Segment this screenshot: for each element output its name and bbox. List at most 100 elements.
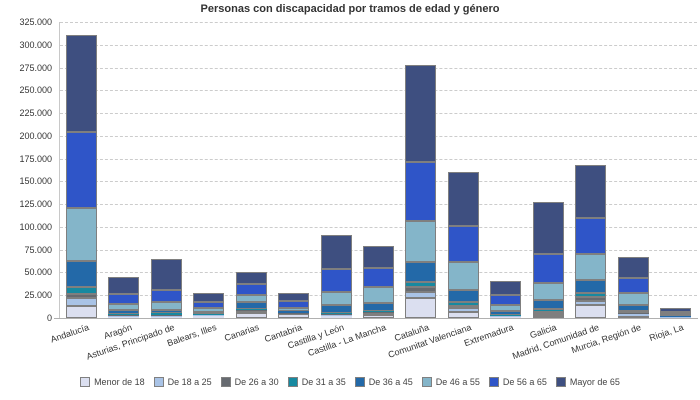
bar-segment[interactable] [447, 305, 479, 309]
bar-segment[interactable] [575, 280, 607, 294]
bar-segment[interactable] [575, 297, 607, 301]
bar-segment[interactable] [235, 283, 267, 295]
legend-item[interactable]: De 36 a 45 [354, 377, 413, 387]
bar-segment[interactable] [108, 315, 140, 317]
bar-segment[interactable] [108, 314, 140, 316]
bar-segment[interactable] [150, 316, 182, 318]
bar-segment[interactable] [193, 311, 225, 314]
bar-segment[interactable] [447, 312, 479, 318]
bar-segment[interactable] [150, 314, 182, 316]
bar-segment[interactable] [278, 308, 310, 311]
bar-segment[interactable] [405, 65, 437, 162]
bar-segment[interactable] [193, 313, 225, 315]
bar-segment[interactable] [405, 161, 437, 221]
bar-segment[interactable] [193, 292, 225, 303]
bar-segment[interactable] [108, 316, 140, 318]
bar-segment[interactable] [532, 283, 564, 301]
bar-segment[interactable] [617, 304, 649, 311]
bar-segment[interactable] [108, 303, 140, 311]
bar-segment[interactable] [617, 310, 649, 313]
bar-segment[interactable] [65, 294, 97, 298]
bar-segment[interactable] [490, 316, 522, 318]
bar-segment[interactable] [320, 268, 352, 293]
bar-segment[interactable] [278, 301, 310, 308]
legend-item[interactable]: De 56 a 65 [488, 377, 547, 387]
bar-segment[interactable] [447, 225, 479, 262]
bar-segment[interactable] [660, 314, 692, 316]
bar-segment[interactable] [363, 267, 394, 287]
bar-segment[interactable] [617, 292, 649, 305]
bar-segment[interactable] [405, 287, 437, 292]
bar-segment[interactable] [405, 261, 437, 283]
bar-segment[interactable] [447, 261, 479, 291]
bar-segment[interactable] [150, 309, 182, 314]
bar-segment[interactable] [660, 307, 692, 312]
bar-segment[interactable] [150, 302, 182, 310]
legend-item[interactable]: De 18 a 25 [153, 377, 212, 387]
bar-segment[interactable] [235, 271, 267, 284]
bar-segment[interactable] [150, 289, 182, 303]
bar-segment[interactable] [320, 316, 352, 318]
bar-segment[interactable] [65, 208, 97, 262]
bar-segment[interactable] [405, 291, 437, 298]
bar-segment[interactable] [108, 293, 140, 304]
bar-segment[interactable] [193, 315, 225, 317]
bar-segment[interactable] [490, 314, 522, 316]
bar-segment[interactable] [65, 287, 97, 295]
bar-segment[interactable] [235, 309, 267, 311]
bar-segment[interactable] [490, 315, 522, 317]
bar-segment[interactable] [150, 315, 182, 317]
bar-segment[interactable] [108, 277, 140, 294]
bar-segment[interactable] [532, 309, 564, 312]
bar-segment[interactable] [65, 35, 97, 133]
bar-segment[interactable] [320, 315, 352, 317]
bar-segment[interactable] [235, 294, 267, 303]
bar-segment[interactable] [193, 314, 225, 316]
bar-segment[interactable] [278, 314, 310, 318]
bar-segment[interactable] [447, 308, 479, 313]
legend-item[interactable]: Menor de 18 [80, 377, 145, 387]
bar-segment[interactable] [447, 290, 479, 302]
bar-segment[interactable] [532, 202, 564, 255]
bar-segment[interactable] [65, 297, 97, 306]
bar-segment[interactable] [150, 313, 182, 315]
bar-segment[interactable] [617, 315, 649, 318]
bar-segment[interactable] [617, 278, 649, 293]
bar-segment[interactable] [447, 301, 479, 306]
bar-segment[interactable] [235, 310, 267, 314]
bar-segment[interactable] [108, 313, 140, 315]
bar-segment[interactable] [235, 308, 267, 310]
bar-segment[interactable] [363, 286, 394, 303]
bar-segment[interactable] [490, 317, 522, 318]
bar-segment[interactable] [490, 305, 522, 312]
bar-segment[interactable] [320, 304, 352, 313]
bar-segment[interactable] [617, 312, 649, 315]
bar-segment[interactable] [575, 254, 607, 281]
bar-segment[interactable] [363, 245, 394, 268]
bar-segment[interactable] [532, 311, 564, 314]
bar-segment[interactable] [363, 302, 394, 311]
bar-segment[interactable] [235, 302, 267, 309]
bar-segment[interactable] [660, 315, 692, 317]
bar-segment[interactable] [405, 220, 437, 262]
bar-segment[interactable] [405, 297, 437, 318]
bar-segment[interactable] [575, 218, 607, 255]
bar-segment[interactable] [65, 132, 97, 209]
bar-segment[interactable] [363, 312, 394, 315]
bar-segment[interactable] [617, 257, 649, 279]
bar-segment[interactable] [532, 315, 564, 318]
bar-segment[interactable] [235, 313, 267, 318]
bar-segment[interactable] [363, 314, 394, 318]
bar-segment[interactable] [363, 310, 394, 312]
legend-item[interactable]: De 31 a 35 [287, 377, 346, 387]
bar-segment[interactable] [320, 312, 352, 315]
bar-segment[interactable] [278, 312, 310, 314]
bar-segment[interactable] [532, 313, 564, 316]
bar-segment[interactable] [490, 295, 522, 306]
bar-segment[interactable] [490, 311, 522, 315]
bar-segment[interactable] [193, 307, 225, 312]
bar-segment[interactable] [490, 280, 522, 296]
bar-segment[interactable] [193, 302, 225, 308]
bar-segment[interactable] [193, 316, 225, 318]
bar-segment[interactable] [278, 310, 310, 313]
